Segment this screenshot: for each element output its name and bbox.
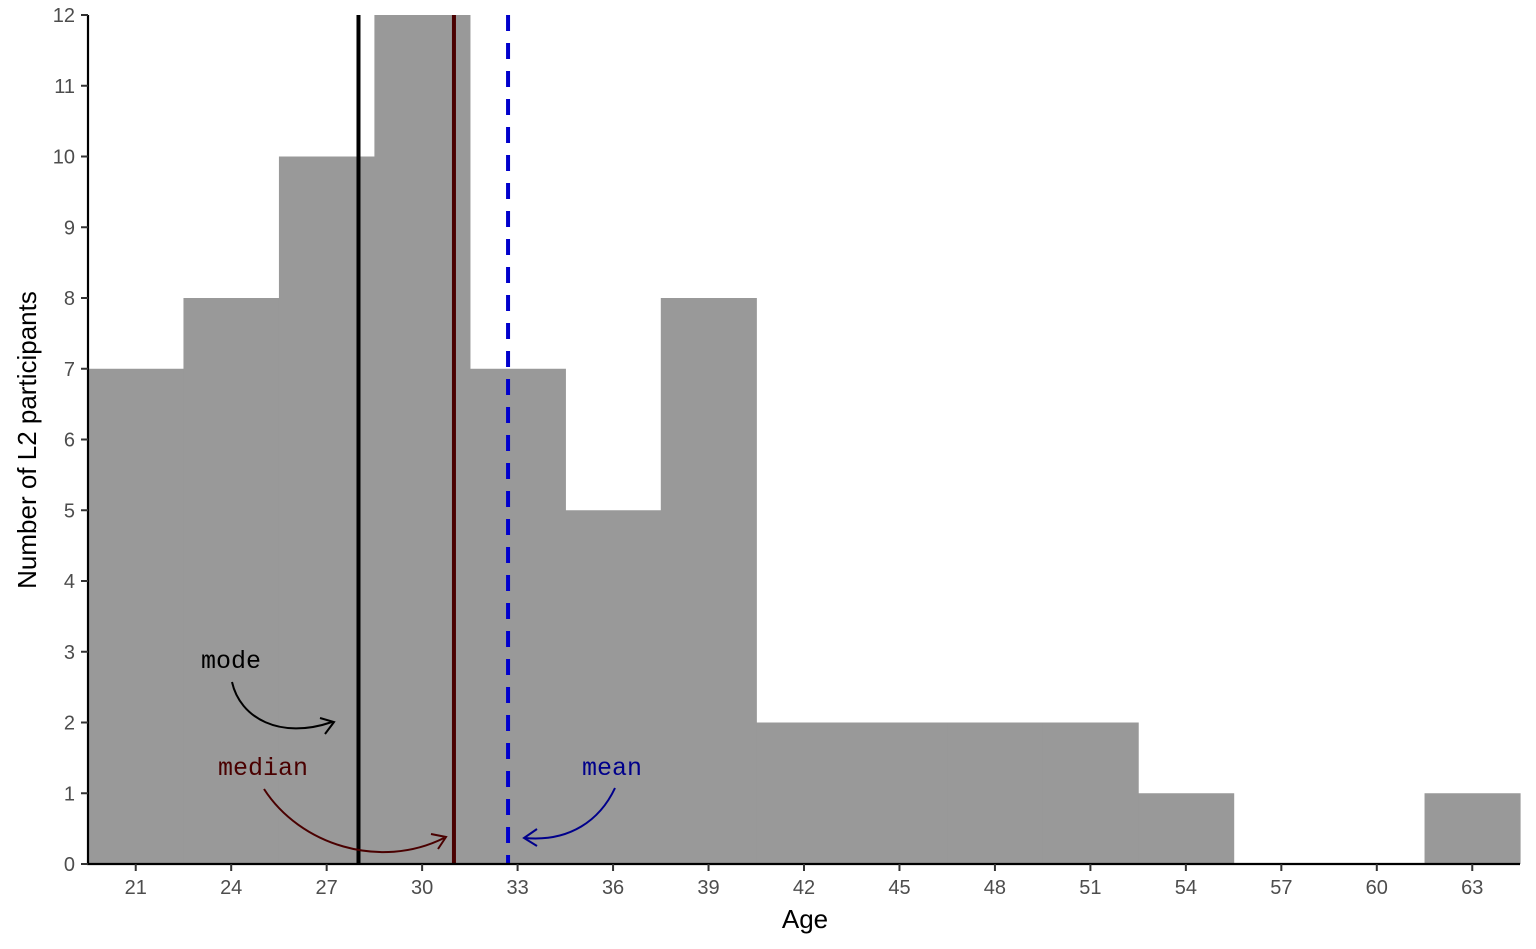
y-tick-label-4: 4	[64, 571, 75, 593]
histogram-bar-7	[756, 722, 853, 864]
y-tick-label-5: 5	[64, 500, 75, 522]
histogram-bar-3	[374, 15, 471, 864]
histogram-bar-8	[851, 722, 948, 864]
x-tick-label-24: 24	[220, 877, 242, 899]
x-tick-label-27: 27	[316, 877, 338, 899]
x-tick-label-60: 60	[1366, 877, 1388, 899]
y-tick-label-2: 2	[64, 713, 75, 735]
histogram-bar-5	[565, 510, 662, 864]
annotation-labels: mode median mean	[201, 647, 642, 783]
y-tick-label-8: 8	[64, 288, 75, 310]
x-tick-label-39: 39	[697, 877, 719, 899]
median-arrowhead-icon	[430, 833, 448, 850]
mode-arrowhead-icon	[319, 717, 336, 735]
mean-arrow	[524, 787, 616, 840]
y-tick-label-3: 3	[64, 642, 75, 664]
x-tick-label-48: 48	[984, 877, 1006, 899]
y-tick-label-6: 6	[64, 430, 75, 452]
x-tick-label-42: 42	[793, 877, 815, 899]
y-axis-title: Number of L2 participants	[12, 291, 42, 589]
mode-annotation: mode	[201, 647, 261, 676]
histogram-bar-10	[1042, 722, 1139, 864]
mean-arrowhead-icon	[522, 828, 538, 847]
x-tick-label-36: 36	[602, 877, 624, 899]
x-axis-ticks: 21 24 27 30 33 36 39 42 45 48 51 54 57 60 63	[125, 864, 1483, 899]
x-tick-label-51: 51	[1079, 877, 1101, 899]
y-tick-label-11: 11	[54, 76, 75, 98]
histogram-bars	[88, 15, 1521, 864]
x-tick-label-45: 45	[888, 877, 910, 899]
histogram-bar-9	[947, 722, 1044, 864]
x-tick-label-30: 30	[411, 877, 433, 899]
y-tick-label-1: 1	[64, 783, 75, 805]
y-tick-label-0: 0	[64, 854, 75, 876]
histogram-bar-6	[660, 298, 757, 864]
x-axis-title: Age	[782, 904, 828, 934]
y-tick-label-10: 10	[53, 147, 75, 169]
x-tick-label-63: 63	[1461, 877, 1483, 899]
x-tick-label-57: 57	[1270, 877, 1292, 899]
histogram-bar-14	[1424, 793, 1521, 864]
y-tick-label-9: 9	[64, 217, 75, 239]
histogram-bar-11	[1138, 793, 1235, 864]
reference-lines	[356, 15, 511, 864]
y-tick-label-7: 7	[64, 359, 75, 381]
annotation-arrows	[231, 681, 616, 853]
x-tick-label-33: 33	[506, 877, 528, 899]
mode-arrow	[231, 681, 333, 730]
median-annotation: median	[218, 754, 308, 783]
histogram-bar-1	[183, 298, 280, 864]
x-tick-label-21: 21	[125, 877, 147, 899]
median-arrow	[263, 788, 445, 853]
mean-annotation: mean	[582, 754, 642, 783]
x-tick-label-54: 54	[1175, 877, 1197, 899]
histogram-bar-4	[469, 368, 566, 864]
y-tick-label-12: 12	[53, 5, 75, 27]
histogram-bar-0	[88, 368, 185, 864]
